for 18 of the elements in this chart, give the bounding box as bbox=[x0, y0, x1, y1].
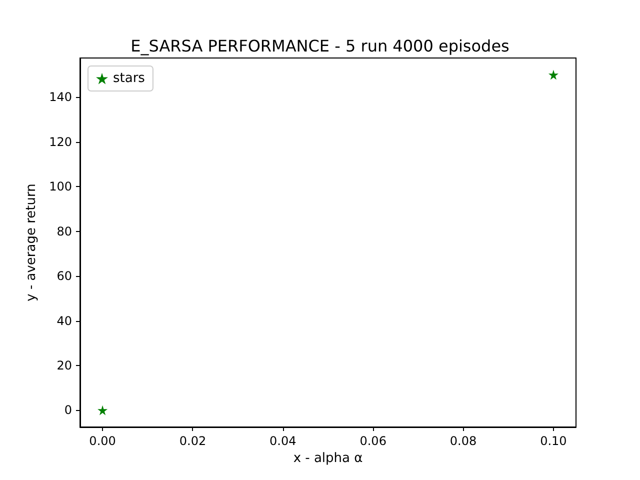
x-tick-label: 0.08 bbox=[450, 434, 477, 448]
x-axis-title: x - alpha α bbox=[293, 450, 363, 466]
y-tick-label: 140 bbox=[49, 90, 72, 104]
y-tick-label: 20 bbox=[56, 358, 72, 372]
y-tick-label: 0 bbox=[64, 403, 72, 418]
y-tick-label: 60 bbox=[56, 269, 72, 284]
x-tick-label: 0.00 bbox=[89, 434, 116, 448]
y-tick-label: 120 bbox=[49, 134, 72, 149]
x-tick-label: 0.06 bbox=[360, 434, 386, 448]
x-tick-label: 0.02 bbox=[179, 434, 206, 448]
chart-title: E_SARSA PERFORMANCE - 5 run 4000 episodes bbox=[130, 36, 510, 56]
x-tick-label: 0.10 bbox=[540, 434, 567, 448]
y-tick-label: 100 bbox=[49, 180, 72, 194]
legend-label: stars bbox=[113, 71, 146, 86]
x-tick-label: 0.04 bbox=[270, 434, 296, 448]
y-axis-title: y - average return bbox=[24, 184, 40, 302]
y-tick-label: 40 bbox=[56, 314, 72, 328]
y-tick-label: 80 bbox=[56, 224, 72, 238]
